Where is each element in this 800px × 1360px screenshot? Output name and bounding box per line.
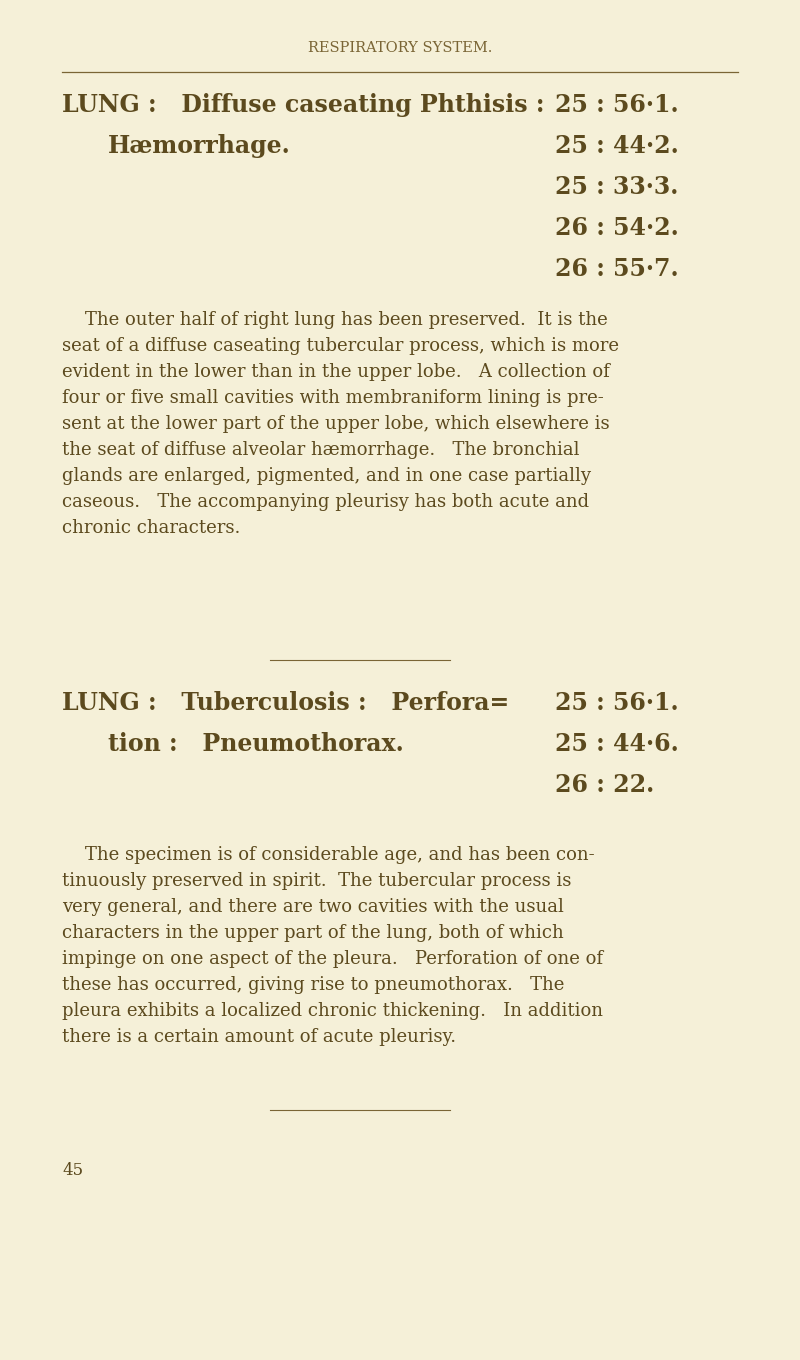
Text: 25 : 44·2.: 25 : 44·2. [555, 135, 678, 158]
Text: tinuously preserved in spirit.  The tubercular process is: tinuously preserved in spirit. The tuber… [62, 872, 571, 889]
Text: 26 : 22.: 26 : 22. [555, 772, 654, 797]
Text: these has occurred, giving rise to pneumothorax.   The: these has occurred, giving rise to pneum… [62, 976, 564, 994]
Text: characters in the upper part of the lung, both of which: characters in the upper part of the lung… [62, 923, 564, 942]
Text: seat of a diffuse caseating tubercular process, which is more: seat of a diffuse caseating tubercular p… [62, 337, 619, 355]
Text: tion :   Pneumothorax.: tion : Pneumothorax. [108, 732, 404, 756]
Text: caseous.   The accompanying pleurisy has both acute and: caseous. The accompanying pleurisy has b… [62, 494, 589, 511]
Text: 25 : 33·3.: 25 : 33·3. [555, 175, 678, 199]
Text: impinge on one aspect of the pleura.   Perforation of one of: impinge on one aspect of the pleura. Per… [62, 951, 603, 968]
Text: The outer half of right lung has been preserved.  It is the: The outer half of right lung has been pr… [62, 311, 608, 329]
Text: 45: 45 [62, 1161, 83, 1179]
Text: the seat of diffuse alveolar hæmorrhage.   The bronchial: the seat of diffuse alveolar hæmorrhage.… [62, 441, 579, 458]
Text: evident in the lower than in the upper lobe.   A collection of: evident in the lower than in the upper l… [62, 363, 610, 381]
Text: glands are enlarged, pigmented, and in one case partially: glands are enlarged, pigmented, and in o… [62, 466, 591, 486]
Text: 25 : 44·6.: 25 : 44·6. [555, 732, 678, 756]
Text: LUNG :   Diffuse caseating Phthisis :: LUNG : Diffuse caseating Phthisis : [62, 92, 545, 117]
Text: pleura exhibits a localized chronic thickening.   In addition: pleura exhibits a localized chronic thic… [62, 1002, 603, 1020]
Text: chronic characters.: chronic characters. [62, 520, 240, 537]
Text: 26 : 54·2.: 26 : 54·2. [555, 216, 678, 239]
Text: Hæmorrhage.: Hæmorrhage. [108, 135, 290, 158]
Text: four or five small cavities with membraniform lining is pre-: four or five small cavities with membran… [62, 389, 604, 407]
Text: very general, and there are two cavities with the usual: very general, and there are two cavities… [62, 898, 564, 917]
Text: The specimen is of considerable age, and has been con-: The specimen is of considerable age, and… [62, 846, 594, 864]
Text: RESPIRATORY SYSTEM.: RESPIRATORY SYSTEM. [308, 41, 492, 54]
Text: sent at the lower part of the upper lobe, which elsewhere is: sent at the lower part of the upper lobe… [62, 415, 610, 432]
Text: 25 : 56·1.: 25 : 56·1. [555, 691, 678, 715]
Text: 25 : 56·1.: 25 : 56·1. [555, 92, 678, 117]
Text: 26 : 55·7.: 26 : 55·7. [555, 257, 678, 282]
Text: LUNG :   Tuberculosis :   Perfora=: LUNG : Tuberculosis : Perfora= [62, 691, 510, 715]
Text: there is a certain amount of acute pleurisy.: there is a certain amount of acute pleur… [62, 1028, 456, 1046]
